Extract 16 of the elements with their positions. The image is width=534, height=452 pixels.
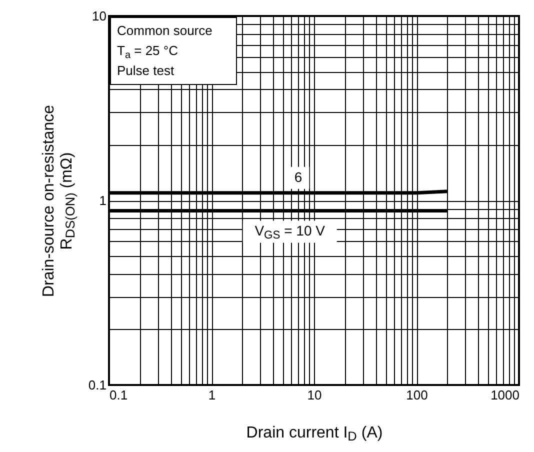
- series-label: 6: [294, 168, 302, 185]
- annotation: Pulse test: [117, 62, 176, 80]
- x-tick-label: 10: [307, 388, 322, 402]
- y-tick-label: 0.1: [88, 378, 106, 392]
- x-axis-title: Drain current I$_{D}$ (A): [246, 424, 383, 444]
- x-tick-label: 0.1: [110, 388, 128, 402]
- x-tick-label: 100: [406, 388, 428, 402]
- annotation: T$_{a}$ = 25 °C: [117, 42, 179, 61]
- y-tick-label: 1: [99, 193, 106, 208]
- note-box: Common source T$_{a}$ = 25 °C Pulse test: [110, 17, 237, 85]
- x-tick-label: 1: [208, 388, 216, 402]
- series-label: V$_{GS}$ = 10 V: [254, 222, 326, 242]
- y-tick-label: 10: [92, 8, 106, 24]
- text: Drain-source on-resistance: [40, 104, 58, 298]
- annotation: Common source: [117, 22, 214, 40]
- x-tick-label: 1000: [490, 388, 520, 402]
